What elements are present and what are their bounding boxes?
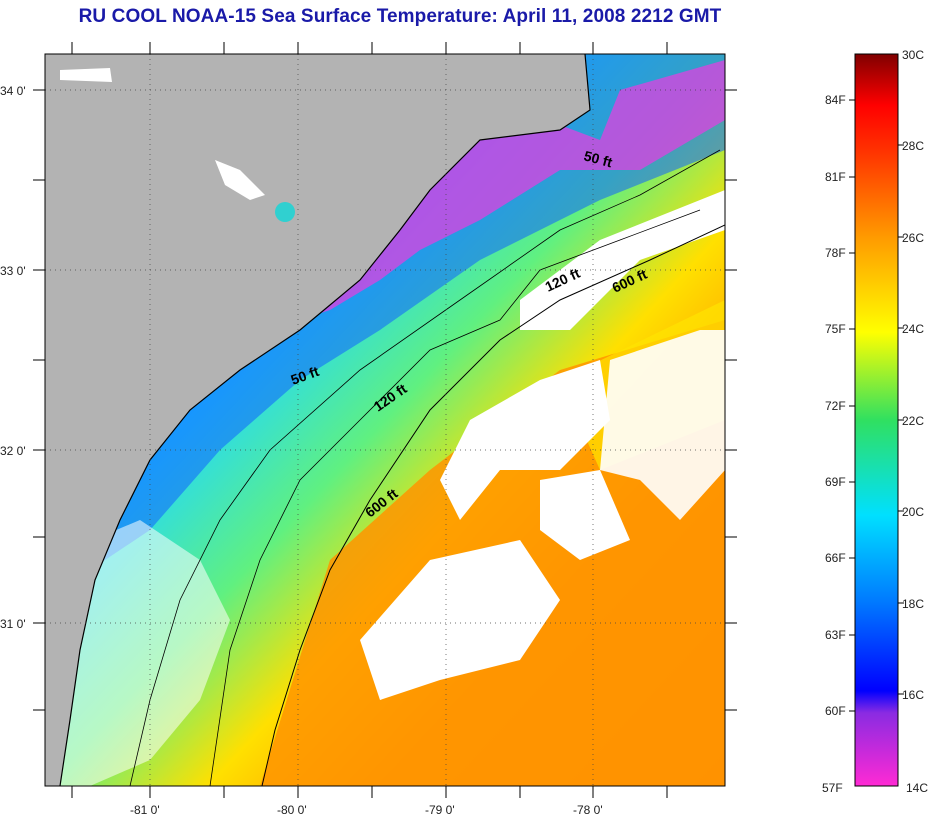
- lat-label: 31 0': [0, 617, 26, 631]
- coldest-water-patch: [300, 60, 725, 320]
- lake: [275, 202, 295, 222]
- colorbar-label-f: 63F: [825, 628, 846, 642]
- colorbar-ticks: [849, 99, 904, 712]
- colorbar: [854, 53, 899, 787]
- lon-label: -78 0': [573, 803, 603, 817]
- lat-label: 33 0': [0, 264, 26, 278]
- lat-label: 32 0': [0, 444, 26, 458]
- colorbar-label-c: 28C: [902, 139, 924, 153]
- contour-120ft: [209, 209, 701, 786]
- colorbar-label-f: 81F: [825, 170, 846, 184]
- colorbar-label-c: 16C: [902, 688, 924, 702]
- axis-ticks: [33, 42, 737, 798]
- colorbar-label-f: 75F: [825, 322, 846, 336]
- colorbar-label-c: 20C: [902, 505, 924, 519]
- cloud-over-land: [60, 68, 112, 82]
- cloud-patch: [540, 470, 630, 560]
- cloud-patch: [440, 360, 610, 520]
- lat-label: 34 0': [0, 84, 26, 98]
- colorbar-label-f: 78F: [825, 246, 846, 260]
- colorbar-label-c: 24C: [902, 322, 924, 336]
- map-frame: [44, 53, 726, 787]
- colorbar-label-f: 84F: [825, 93, 846, 107]
- colorbar-label-f: 60F: [825, 704, 846, 718]
- colorbar-label-f: 66F: [825, 551, 846, 565]
- cold-water-band: [45, 54, 725, 600]
- colorbar-label-c: 26C: [902, 231, 924, 245]
- cloud-patch: [360, 540, 560, 700]
- contour-50ft: [129, 149, 721, 786]
- contour-label: 50 ft: [582, 147, 614, 170]
- lon-label: -80 0': [277, 803, 307, 817]
- cloud-patch: [600, 330, 725, 520]
- contour-600ft: [261, 224, 725, 786]
- colorbar-label-f: 57F: [822, 781, 843, 795]
- colorbar-label-c: 30C: [902, 48, 924, 62]
- colorbar-label-c: 22C: [902, 414, 924, 428]
- map-imagery: [45, 54, 725, 786]
- land-mass: [45, 54, 590, 786]
- graticule: [45, 54, 725, 786]
- lon-label: -81 0': [130, 803, 160, 817]
- coastline: [59, 54, 591, 786]
- lon-label: -79 0': [425, 803, 455, 817]
- colorbar-label-f: 69F: [825, 475, 846, 489]
- map-title: RU COOL NOAA-15 Sea Surface Temperature:…: [78, 6, 722, 27]
- colorbar-label-c: 14C: [906, 781, 928, 795]
- colorbar-label-f: 72F: [825, 399, 846, 413]
- cloud-over-land: [215, 160, 265, 200]
- colorbar-label-c: 18C: [902, 597, 924, 611]
